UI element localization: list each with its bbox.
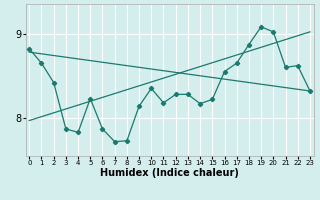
X-axis label: Humidex (Indice chaleur): Humidex (Indice chaleur) [100, 168, 239, 178]
